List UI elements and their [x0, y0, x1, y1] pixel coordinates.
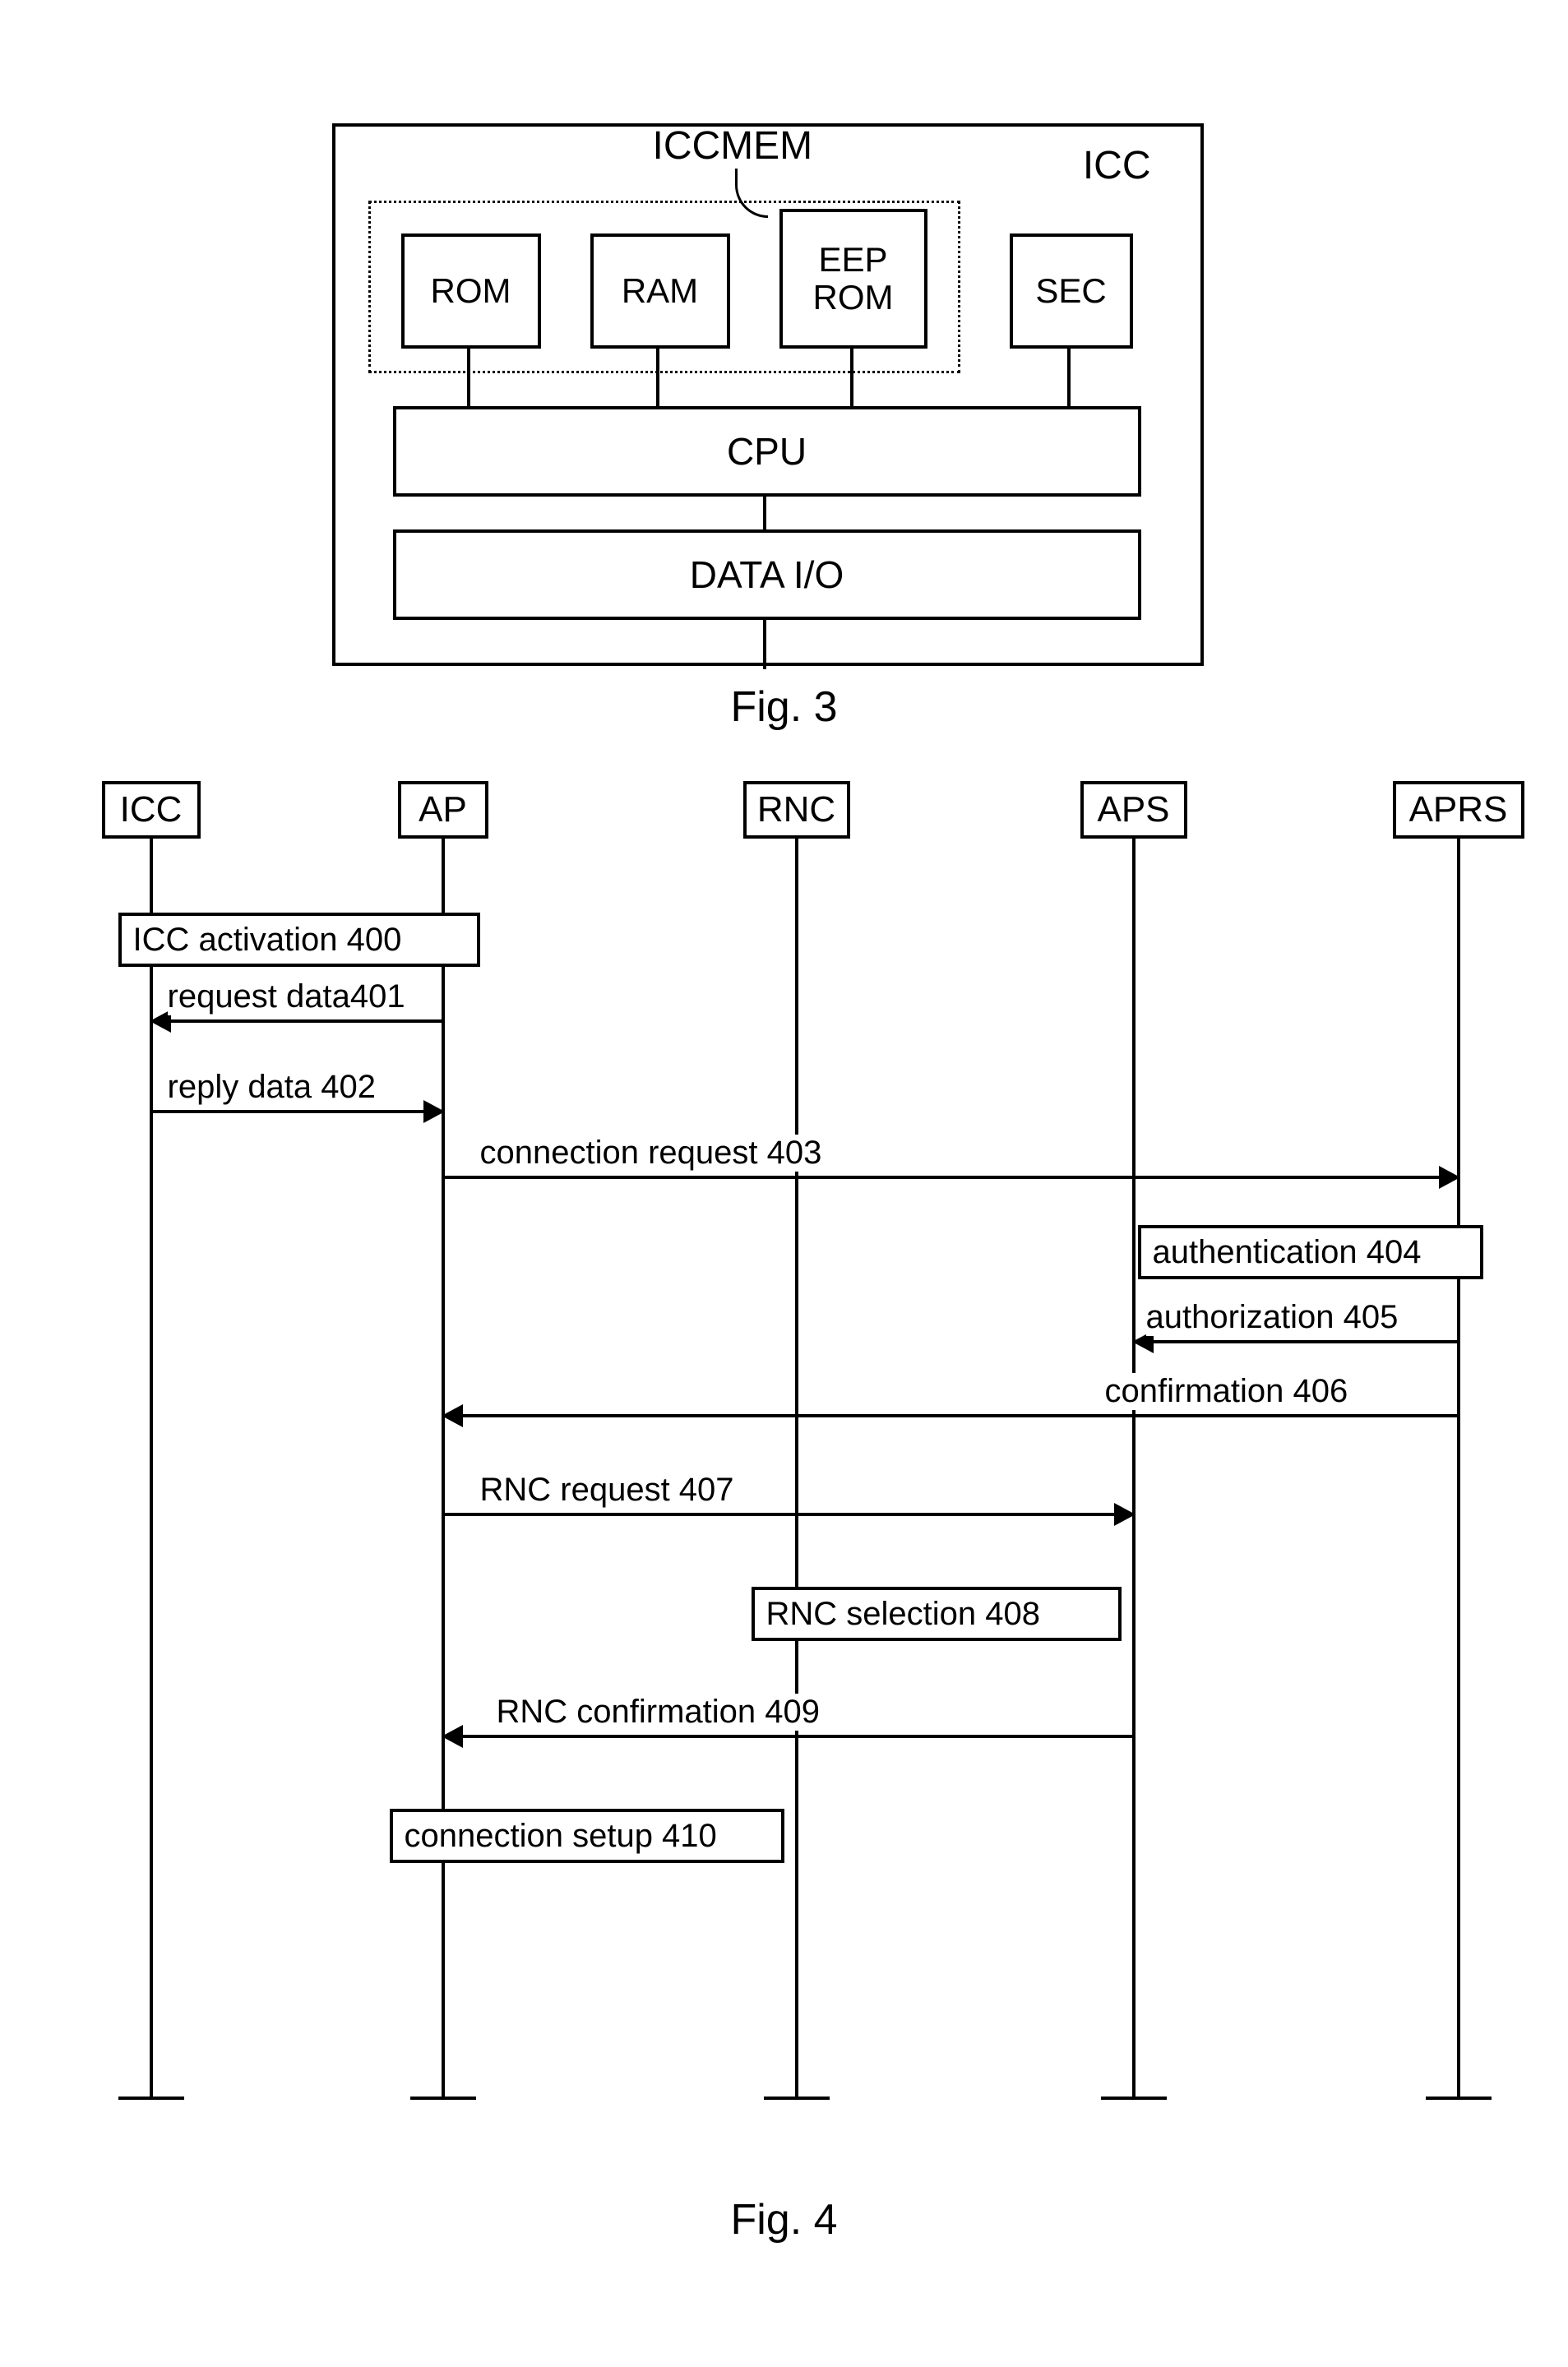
block-sec: SEC — [1010, 233, 1133, 349]
lifeline-head-icc: ICC — [102, 781, 201, 839]
lifeline-aprs — [1457, 839, 1460, 2097]
connector-5 — [763, 620, 766, 669]
fig4-sequence-diagram: ICC AP RNC APS APRS ICC activation 400 request… — [36, 781, 1533, 2179]
arrow-head-right-3 — [1439, 1166, 1460, 1189]
arrow-line-9 — [443, 1735, 1134, 1738]
icc-container: ICC ROM RAM EEP ROM SEC CPU DATA I/O — [332, 123, 1204, 666]
arrow-label-5: authorization 405 — [1146, 1299, 1399, 1336]
arrow-label-6: confirmation 406 — [1105, 1373, 1348, 1410]
fig3-block-diagram: ICCMEM ICC ROMRAMEEP ROMSECCPUDATA I/O F… — [332, 123, 1237, 732]
arrow-line-1 — [151, 1019, 443, 1023]
block-cpu: CPU — [393, 406, 1141, 497]
lifeline-head-ap: AP — [398, 781, 488, 839]
connector-2 — [850, 349, 853, 406]
connector-0 — [467, 349, 470, 406]
arrow-label-1: request data401 — [168, 978, 405, 1015]
fig4-caption: Fig. 4 — [36, 2195, 1533, 2244]
lifeline-foot-icc — [118, 2097, 184, 2100]
block-ram: RAM — [590, 233, 730, 349]
lifeline-rnc — [795, 839, 798, 2097]
lifeline-foot-rnc — [764, 2097, 830, 2100]
lifeline-aps — [1132, 839, 1136, 2097]
connector-4 — [763, 497, 766, 529]
lifeline-head-aps: APS — [1080, 781, 1187, 839]
arrow-line-6 — [443, 1414, 1459, 1417]
arrow-line-7 — [443, 1513, 1134, 1516]
arrow-head-left-6 — [442, 1404, 463, 1427]
fig3-caption: Fig. 3 — [332, 682, 1237, 732]
lifeline-foot-aps — [1101, 2097, 1167, 2100]
arrow-line-2 — [151, 1110, 443, 1113]
arrow-line-5 — [1134, 1340, 1459, 1343]
event-box-8: RNC selection 408 — [752, 1587, 1122, 1641]
arrow-line-3 — [443, 1176, 1459, 1179]
lifeline-foot-ap — [410, 2097, 476, 2100]
event-box-4: authentication 404 — [1138, 1225, 1483, 1279]
connector-1 — [656, 349, 659, 406]
lifeline-ap — [442, 839, 445, 2097]
icc-label: ICC — [1083, 143, 1151, 188]
arrow-label-2: reply data 402 — [168, 1069, 377, 1106]
arrow-head-right-2 — [423, 1100, 445, 1123]
block-eeprom: EEP ROM — [779, 209, 927, 349]
arrow-label-9: RNC confirmation 409 — [497, 1694, 821, 1731]
lifeline-foot-aprs — [1426, 2097, 1492, 2100]
event-box-0: ICC activation 400 — [118, 913, 480, 967]
event-box-10: connection setup 410 — [390, 1809, 784, 1863]
arrow-head-left-9 — [442, 1725, 463, 1748]
arrow-label-7: RNC request 407 — [480, 1472, 734, 1509]
lifeline-head-aprs: APRS — [1393, 781, 1524, 839]
block-rom: ROM — [401, 233, 541, 349]
lifeline-head-rnc: RNC — [743, 781, 850, 839]
arrow-label-3: connection request 403 — [480, 1135, 822, 1172]
connector-3 — [1067, 349, 1071, 406]
block-io: DATA I/O — [393, 529, 1141, 620]
arrow-head-right-7 — [1114, 1503, 1136, 1526]
